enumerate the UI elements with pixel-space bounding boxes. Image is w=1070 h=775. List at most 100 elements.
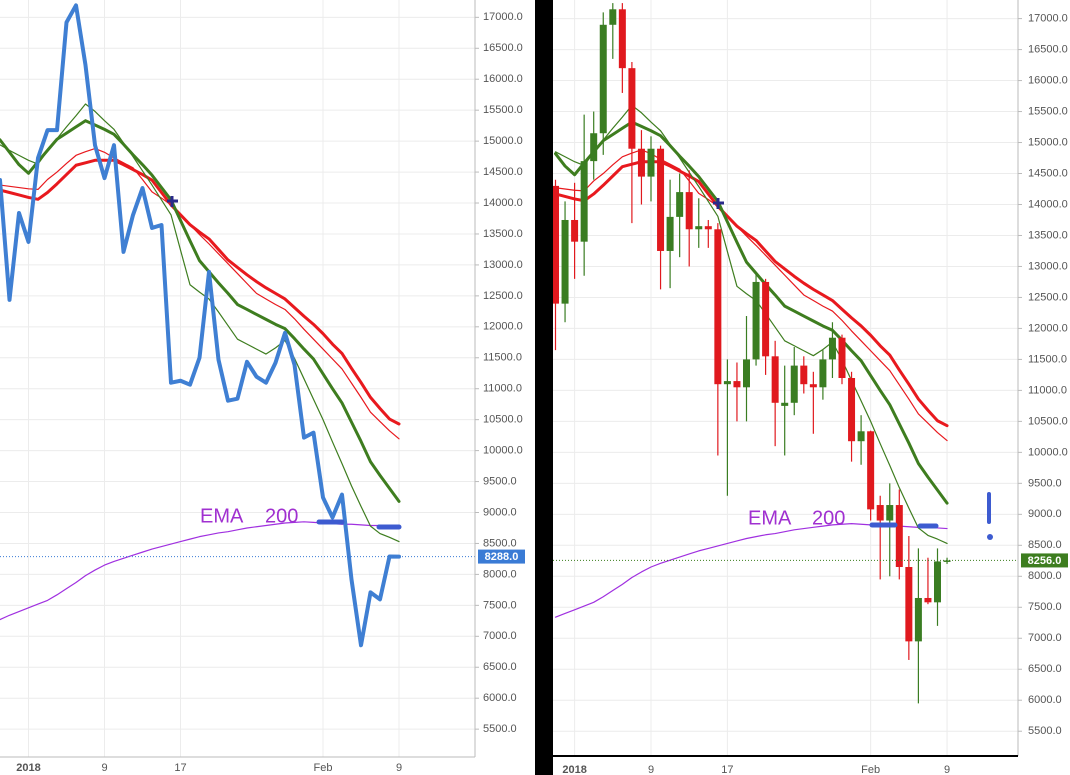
- y-tick-label: 14000.0: [483, 197, 523, 209]
- annotation: EMA: [748, 507, 792, 529]
- y-tick-label: 15500.0: [483, 104, 523, 116]
- x-tick-label: 9: [944, 764, 950, 775]
- y-tick-label: 5500.0: [1028, 725, 1062, 737]
- annotation: 200: [812, 507, 845, 529]
- y-tick-label: 10500.0: [1028, 415, 1068, 427]
- candle-body: [867, 431, 875, 510]
- candle-body: [914, 597, 922, 642]
- y-tick-label: 11000.0: [483, 383, 522, 395]
- y-tick-label: 10000.0: [1028, 446, 1068, 458]
- candle-body: [838, 337, 846, 378]
- candle-body: [876, 505, 884, 521]
- candle-body: [752, 281, 760, 360]
- x-tick-label: 2018: [562, 764, 586, 775]
- x-tick-label: 17: [174, 762, 186, 774]
- y-tick-label: 7500.0: [483, 599, 517, 611]
- candle-body: [809, 384, 817, 388]
- line-series: [0, 3, 401, 648]
- candle-body: [580, 161, 588, 242]
- y-tick-label: 17000.0: [1028, 12, 1068, 24]
- y-tick-label: 16000.0: [1028, 74, 1068, 86]
- plot-area: [553, 3, 951, 704]
- candle-body: [657, 148, 665, 251]
- y-tick-label: 7000.0: [1028, 632, 1062, 644]
- y-tick-label: 5500.0: [483, 723, 517, 735]
- candle-body: [599, 24, 607, 134]
- candle-body: [618, 9, 626, 69]
- y-tick-label: 17000.0: [483, 11, 523, 23]
- candle-body: [771, 356, 779, 403]
- candle-body: [857, 431, 865, 442]
- y-tick-label: 8000.0: [1028, 570, 1062, 582]
- line-series: [0, 147, 400, 440]
- candle-body: [628, 68, 636, 149]
- y-tick-label: 14500.0: [1028, 167, 1068, 179]
- candle-body: [666, 216, 674, 251]
- candle-body: [647, 148, 655, 177]
- y-tick-label: 11500.0: [483, 352, 522, 364]
- candle-body: [733, 381, 741, 388]
- y-tick-label: 13000.0: [1028, 260, 1068, 272]
- candle-body: [762, 281, 770, 357]
- candle-body: [924, 597, 932, 603]
- candle-body: [819, 359, 827, 388]
- y-tick-label: 10500.0: [483, 414, 523, 426]
- y-tick-label: 7500.0: [1028, 601, 1062, 613]
- line-series: [554, 160, 949, 428]
- candle-body: [561, 219, 569, 304]
- line-series: [554, 149, 948, 442]
- last-price-label: 8288.0: [485, 551, 519, 563]
- candle-body: [943, 560, 951, 562]
- y-tick-label: 13500.0: [483, 228, 523, 240]
- line-series: [0, 119, 401, 503]
- candle-body: [886, 505, 894, 521]
- data-layer: EMA 200 8288.0 EMA 200 8256.0: [0, 3, 1068, 704]
- y-tick-label: 15000.0: [483, 135, 523, 147]
- x-tick-label: 9: [648, 764, 654, 775]
- line-series: [554, 120, 949, 505]
- last-price-box: [478, 549, 525, 564]
- panel-divider: [535, 0, 553, 775]
- exclamation-dot: [987, 534, 993, 540]
- x-tick-label: Feb: [314, 762, 333, 774]
- candle-body: [571, 219, 579, 242]
- y-tick-label: 6500.0: [1028, 663, 1062, 675]
- y-tick-label: 6000.0: [483, 692, 517, 704]
- y-tick-label: 8500.0: [483, 537, 517, 549]
- candle-body: [695, 226, 703, 230]
- y-tick-label: 12000.0: [483, 321, 523, 333]
- candle-body: [828, 337, 836, 360]
- candle-body: [781, 402, 789, 406]
- candle-body: [676, 192, 684, 217]
- y-tick-label: 16500.0: [483, 42, 523, 54]
- candle-body: [723, 381, 731, 385]
- y-tick-label: 14000.0: [1028, 198, 1068, 210]
- y-tick-label: 16000.0: [483, 73, 523, 85]
- line-series: [0, 158, 401, 426]
- y-tick-label: 8500.0: [1028, 539, 1062, 551]
- candle-body: [743, 359, 750, 388]
- candle-body: [590, 133, 598, 162]
- line-series: [0, 103, 400, 543]
- y-tick-label: 12500.0: [483, 290, 523, 302]
- last-price-box: [1021, 553, 1068, 568]
- y-tick-label: 14500.0: [483, 166, 523, 178]
- candle-body: [905, 567, 913, 642]
- last-price-label: 8256.0: [1028, 555, 1062, 567]
- y-tick-label: 12500.0: [1028, 291, 1068, 303]
- x-tick-label: Feb: [861, 764, 880, 775]
- candle-body: [553, 185, 559, 304]
- y-tick-label: 15000.0: [1028, 136, 1068, 148]
- y-tick-label: 13000.0: [483, 259, 523, 271]
- plot-area: [0, 3, 401, 648]
- candle-body: [895, 505, 903, 567]
- y-tick-label: 9500.0: [483, 475, 517, 487]
- y-tick-label: 11500.0: [1028, 353, 1067, 365]
- y-tick-label: 8000.0: [483, 568, 517, 580]
- candle-body: [637, 148, 645, 177]
- x-tick-label: 9: [396, 762, 402, 774]
- y-tick-label: 9000.0: [483, 506, 517, 518]
- candle-body: [800, 365, 808, 385]
